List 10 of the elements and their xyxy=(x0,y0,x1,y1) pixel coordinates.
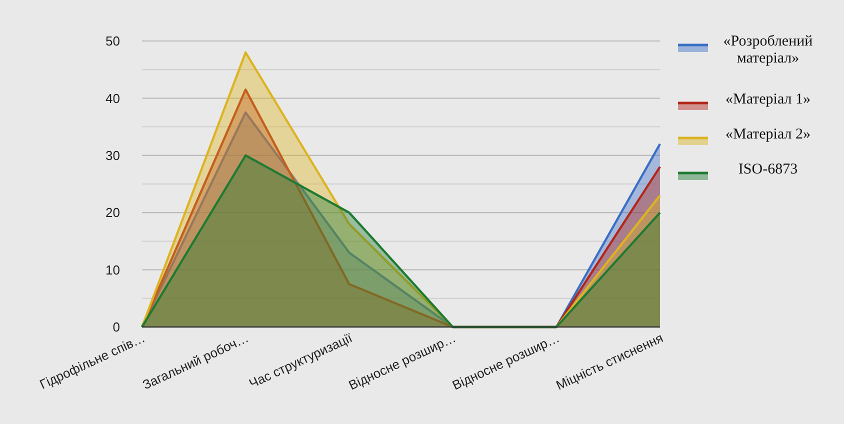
y-tick-label: 50 xyxy=(106,34,120,49)
legend-label: «Матеріал 2» xyxy=(725,126,811,142)
legend-label: «Розроблений матеріал» xyxy=(723,33,813,66)
y-tick-label: 30 xyxy=(106,148,120,163)
y-tick-label: 0 xyxy=(112,320,120,335)
y-tick-label: 20 xyxy=(106,205,120,220)
y-tick-label: 10 xyxy=(106,262,120,278)
legend-label: «Матеріал 1» xyxy=(725,91,811,108)
legend-label: ISO-6873 xyxy=(738,161,798,178)
y-tick-label: 40 xyxy=(106,90,120,106)
